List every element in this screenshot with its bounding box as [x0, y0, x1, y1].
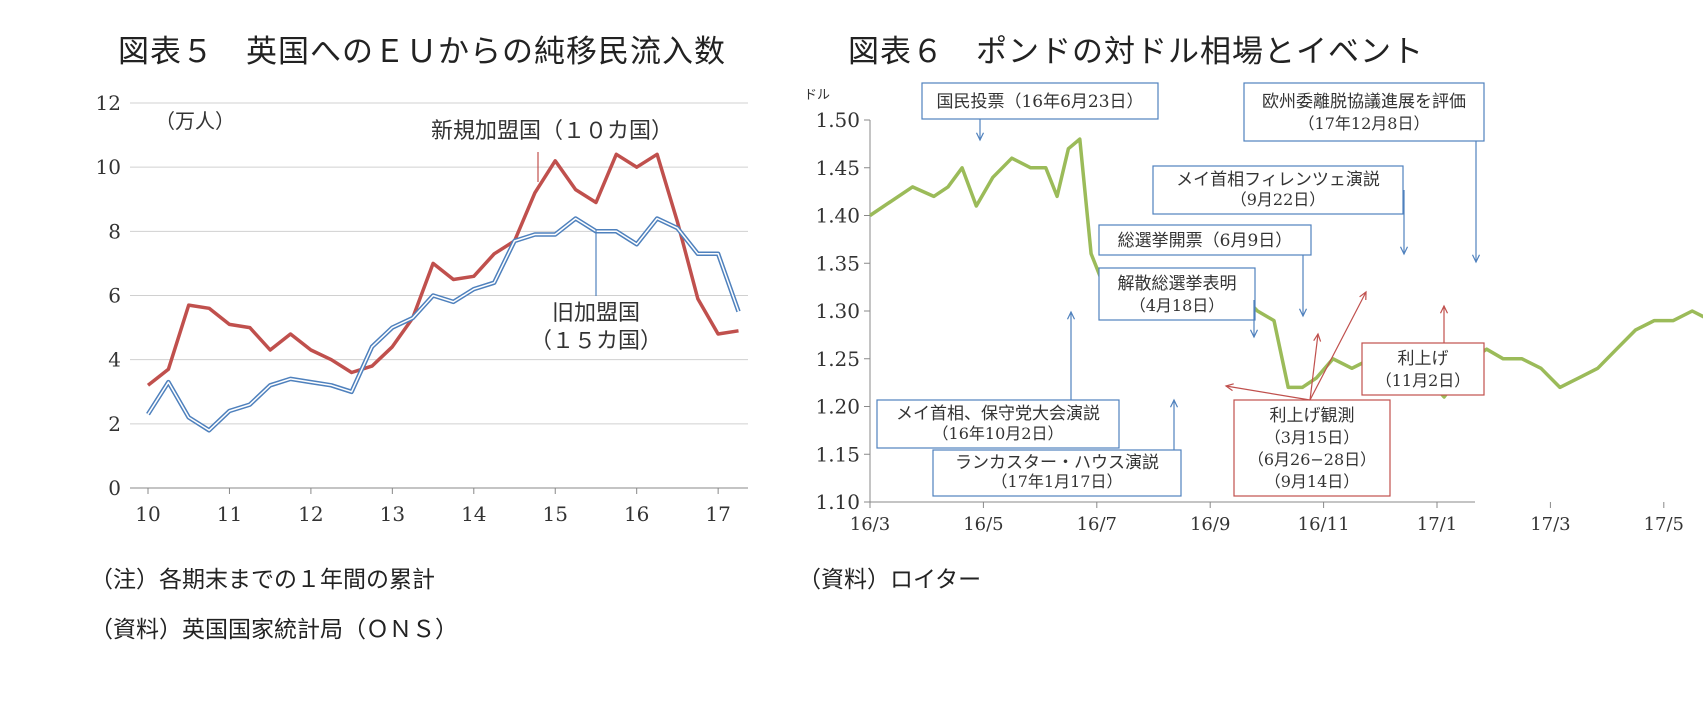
x-tick-label: 16/9: [1190, 514, 1230, 535]
chart1-title: 図表５ 英国へのＥＵからの純移民流入数: [118, 34, 726, 70]
y-tick-label: 1.40: [815, 204, 860, 228]
series-label: （１５カ国）: [530, 329, 662, 354]
callout-eu-progress-arrowhead: [1471, 254, 1481, 264]
chart1-source: （資料）英国国家統計局（ＯＮＳ）: [90, 617, 458, 643]
y-tick-label: 1.30: [815, 299, 860, 323]
x-tick-label: 11: [217, 502, 242, 526]
callout-rate-expectation-text: （3月15日）: [1265, 428, 1360, 447]
chart1-note: （注）各期末までの１年間の累計: [90, 567, 435, 593]
callout-rate-expectation-arrowhead: [1224, 383, 1234, 392]
callout-florence-arrowhead: [1399, 246, 1409, 256]
callout-florence-text: メイ首相フィレンツェ演説: [1176, 170, 1380, 190]
x-tick-label: 14: [461, 502, 486, 526]
y-tick-label: 1.50: [815, 108, 860, 132]
x-tick-label: 16/11: [1298, 514, 1350, 535]
callout-rate-hike-box: [1361, 342, 1485, 396]
callout-lancaster-house-box: [932, 449, 1182, 497]
unit-label: （万人）: [155, 109, 235, 133]
x-tick-label: 16/7: [1077, 514, 1117, 535]
series-line-old-members-inner: [147, 217, 740, 432]
x-tick-label: 17: [705, 502, 730, 526]
callout-rate-expectation-arrowhead: [1359, 290, 1367, 301]
y-tick-label: 12: [96, 91, 121, 115]
callout-party-conference-text: （16年10月2日）: [933, 424, 1064, 443]
callout-rate-expectation-arrow: [1225, 385, 1311, 401]
series-label: 新規加盟国（１０カ国）: [431, 119, 673, 144]
callout-eu-progress-text: 欧州委離脱協議進展を評価: [1262, 92, 1466, 112]
y-tick-label: 1.10: [815, 490, 860, 514]
callout-snap-election-arrowhead: [1249, 329, 1259, 339]
y-tick-label: 0: [108, 476, 121, 500]
y-tick-label: 1.20: [815, 395, 860, 419]
x-tick-label: 17/1: [1417, 514, 1457, 535]
callout-party-conference-text: メイ首相、保守党大会演説: [896, 404, 1100, 424]
x-tick-label: 16/3: [850, 514, 890, 535]
callout-snap-election-text: 解散総選挙表明: [1118, 274, 1237, 294]
callout-snap-election-text: （4月18日）: [1130, 296, 1225, 315]
callout-florence-box: [1152, 165, 1404, 215]
callout-rate-hike-text: （11月2日）: [1376, 371, 1471, 390]
callout-lancaster-house-text: （17年1月17日）: [992, 472, 1123, 491]
callout-referendum-text: 国民投票（16年6月23日）: [936, 92, 1143, 112]
callout-rate-expectation-arrowhead: [1313, 332, 1322, 342]
y-tick-label: 6: [108, 284, 121, 308]
callout-party-conference-arrowhead: [1066, 310, 1076, 320]
callout-rate-hike-text: 利上げ: [1398, 349, 1449, 369]
callout-referendum-arrowhead: [975, 132, 985, 142]
callout-lancaster-house-arrowhead: [1169, 398, 1179, 408]
x-tick-label: 17/5: [1644, 514, 1684, 535]
series-label: 旧加盟国: [552, 301, 640, 326]
x-tick-label: 16/5: [963, 514, 1003, 535]
series-line-new-members: [146, 152, 739, 387]
callout-snap-election-box: [1098, 267, 1256, 321]
callout-rate-expectation-box: [1233, 399, 1391, 497]
y-tick-label: 1.35: [815, 251, 860, 275]
callout-rate-hike-arrowhead: [1439, 304, 1449, 314]
y-tick-label: 2: [108, 412, 121, 436]
y-tick-label: 4: [108, 348, 121, 372]
x-tick-label: 10: [135, 502, 160, 526]
y-tick-label: 1.25: [815, 347, 860, 371]
x-tick-label: 16: [624, 502, 649, 526]
x-tick-label: 12: [298, 502, 323, 526]
callout-election-count-arrowhead: [1298, 308, 1308, 318]
x-tick-label: 15: [543, 502, 568, 526]
callout-rate-expectation-text: （9月14日）: [1265, 472, 1360, 491]
callout-rate-expectation-text: （6月26−28日）: [1248, 450, 1376, 469]
chart2-title: 図表６ ポンドの対ドル相場とイベント: [848, 34, 1424, 70]
y-tick-label: 1.15: [815, 442, 860, 466]
callout-party-conference-box: [876, 399, 1120, 449]
callout-referendum-box: [921, 82, 1159, 120]
y-tick-label: 1.45: [815, 156, 860, 180]
chart2-source: （資料）ロイター: [798, 567, 982, 593]
callout-lancaster-house-text: ランカスター・ハウス演説: [955, 453, 1159, 473]
callout-rate-expectation-arrow: [1309, 333, 1319, 401]
unit-label: ドル: [804, 88, 830, 103]
x-tick-label: 13: [380, 502, 405, 526]
callout-election-count-box: [1098, 224, 1312, 256]
y-tick-label: 10: [96, 155, 121, 179]
callout-rate-expectation-arrow: [1309, 291, 1367, 401]
callout-rate-expectation-text: 利上げ観測: [1270, 406, 1355, 426]
y-tick-label: 8: [108, 219, 121, 243]
callout-eu-progress-text: （17年12月8日）: [1299, 114, 1430, 133]
callout-eu-progress-box: [1243, 82, 1485, 142]
x-tick-label: 17/3: [1530, 514, 1570, 535]
callout-florence-text: （9月22日）: [1231, 190, 1326, 209]
callout-election-count-text: 総選挙開票（6月9日）: [1118, 231, 1293, 251]
